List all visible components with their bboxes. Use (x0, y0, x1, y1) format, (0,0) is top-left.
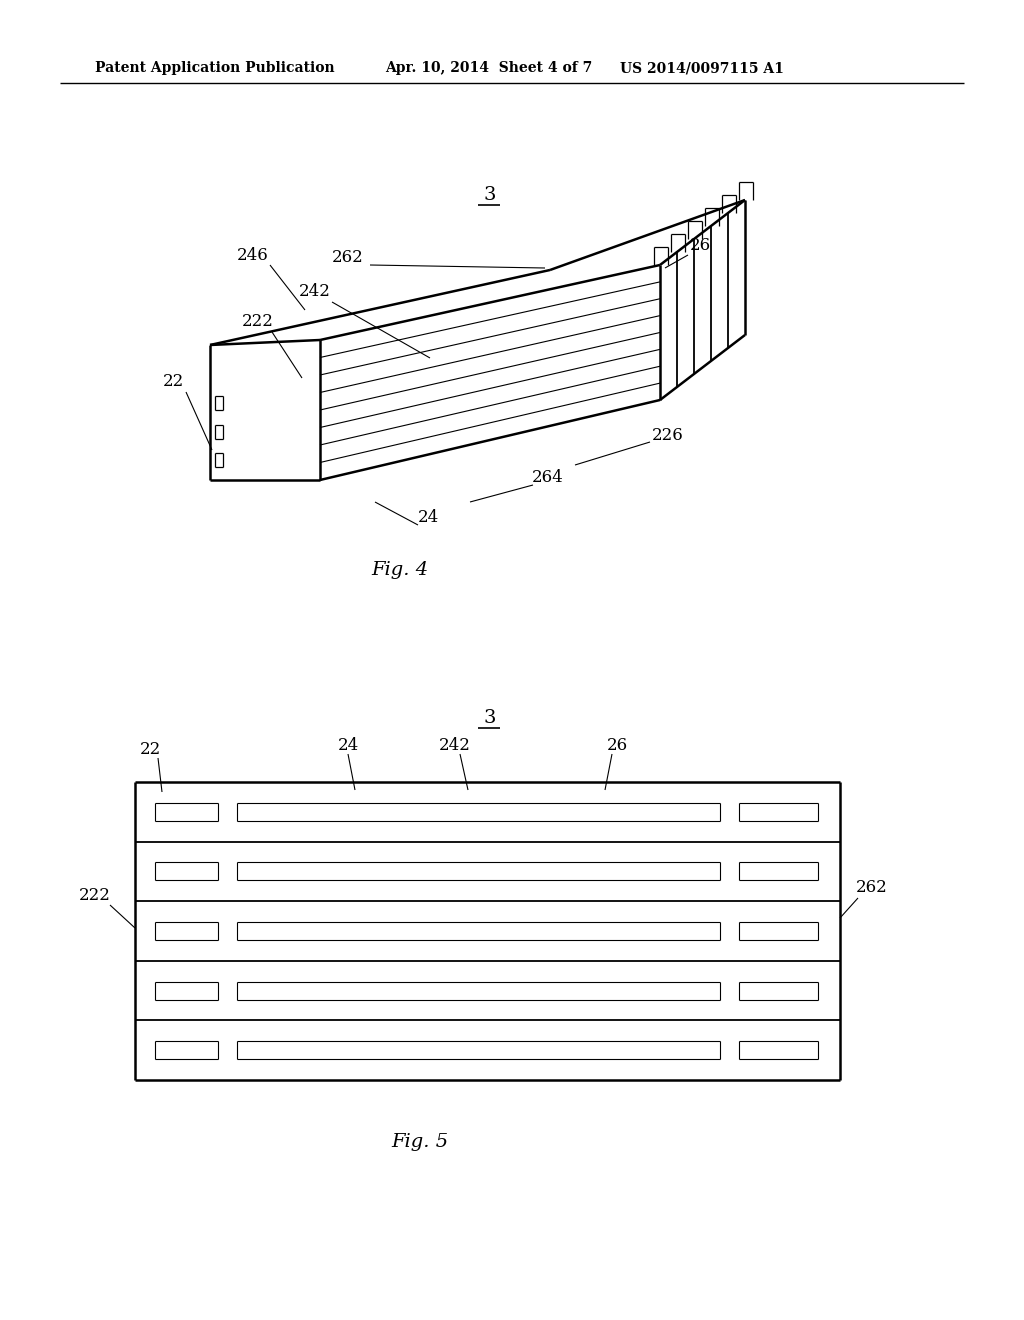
Text: 22: 22 (163, 374, 183, 391)
Text: 242: 242 (439, 737, 471, 754)
Text: 262: 262 (332, 249, 364, 267)
Text: Fig. 4: Fig. 4 (372, 561, 429, 579)
Text: 22: 22 (139, 742, 161, 759)
Text: 26: 26 (689, 236, 711, 253)
Text: 222: 222 (79, 887, 111, 903)
Text: Apr. 10, 2014  Sheet 4 of 7: Apr. 10, 2014 Sheet 4 of 7 (385, 61, 592, 75)
Text: 226: 226 (652, 426, 684, 444)
Text: 264: 264 (532, 470, 564, 487)
Text: 242: 242 (299, 284, 331, 301)
Text: 24: 24 (418, 510, 438, 527)
Text: US 2014/0097115 A1: US 2014/0097115 A1 (620, 61, 784, 75)
Text: 3: 3 (483, 709, 497, 727)
Text: 262: 262 (856, 879, 888, 896)
Text: 24: 24 (337, 737, 358, 754)
Text: 222: 222 (242, 314, 274, 330)
Text: 246: 246 (238, 247, 269, 264)
Text: Fig. 5: Fig. 5 (391, 1133, 449, 1151)
Text: 3: 3 (483, 186, 497, 205)
Text: Patent Application Publication: Patent Application Publication (95, 61, 335, 75)
Text: 26: 26 (606, 737, 628, 754)
